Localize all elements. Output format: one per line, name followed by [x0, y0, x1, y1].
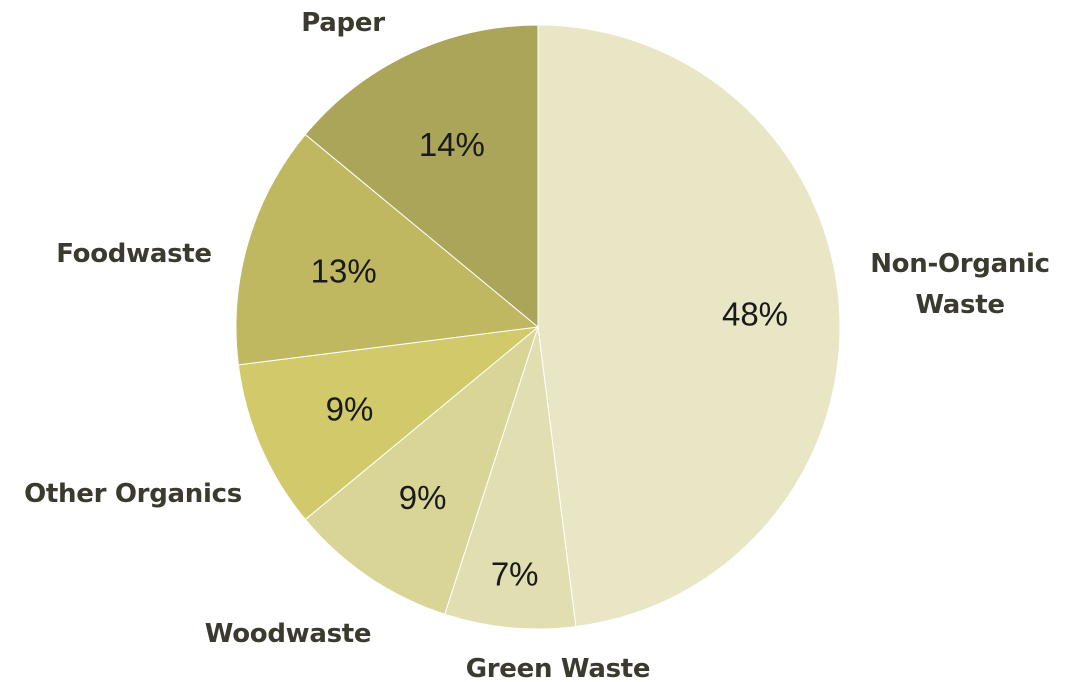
category-label-paper: Paper — [301, 8, 385, 38]
pie-slice-green-waste — [444, 326, 577, 630]
data-label-green-waste: 7% — [491, 556, 539, 593]
data-label-non-organic-waste: 48% — [722, 295, 788, 332]
category-label-woodwaste: Woodwaste — [205, 619, 372, 649]
pie-slice-other-organics — [237, 326, 540, 521]
data-label-paper: 14% — [419, 126, 485, 163]
data-label-other-organics: 9% — [326, 391, 374, 428]
data-label-woodwaste: 9% — [399, 479, 447, 516]
category-label-other-organics: Other Organics — [24, 479, 242, 509]
category-label-green-waste: Green Waste — [466, 654, 651, 682]
pie-slice-non-organic-waste — [537, 24, 841, 628]
category-label-foodwaste: Foodwaste — [56, 239, 211, 269]
pie-slice-paper — [304, 24, 539, 329]
data-label-foodwaste: 13% — [311, 253, 377, 290]
category-label-non-organic-waste: Non-Organic Waste — [870, 249, 1050, 320]
pie-slice-woodwaste — [304, 325, 540, 615]
pie-slice-foodwaste — [235, 133, 540, 366]
